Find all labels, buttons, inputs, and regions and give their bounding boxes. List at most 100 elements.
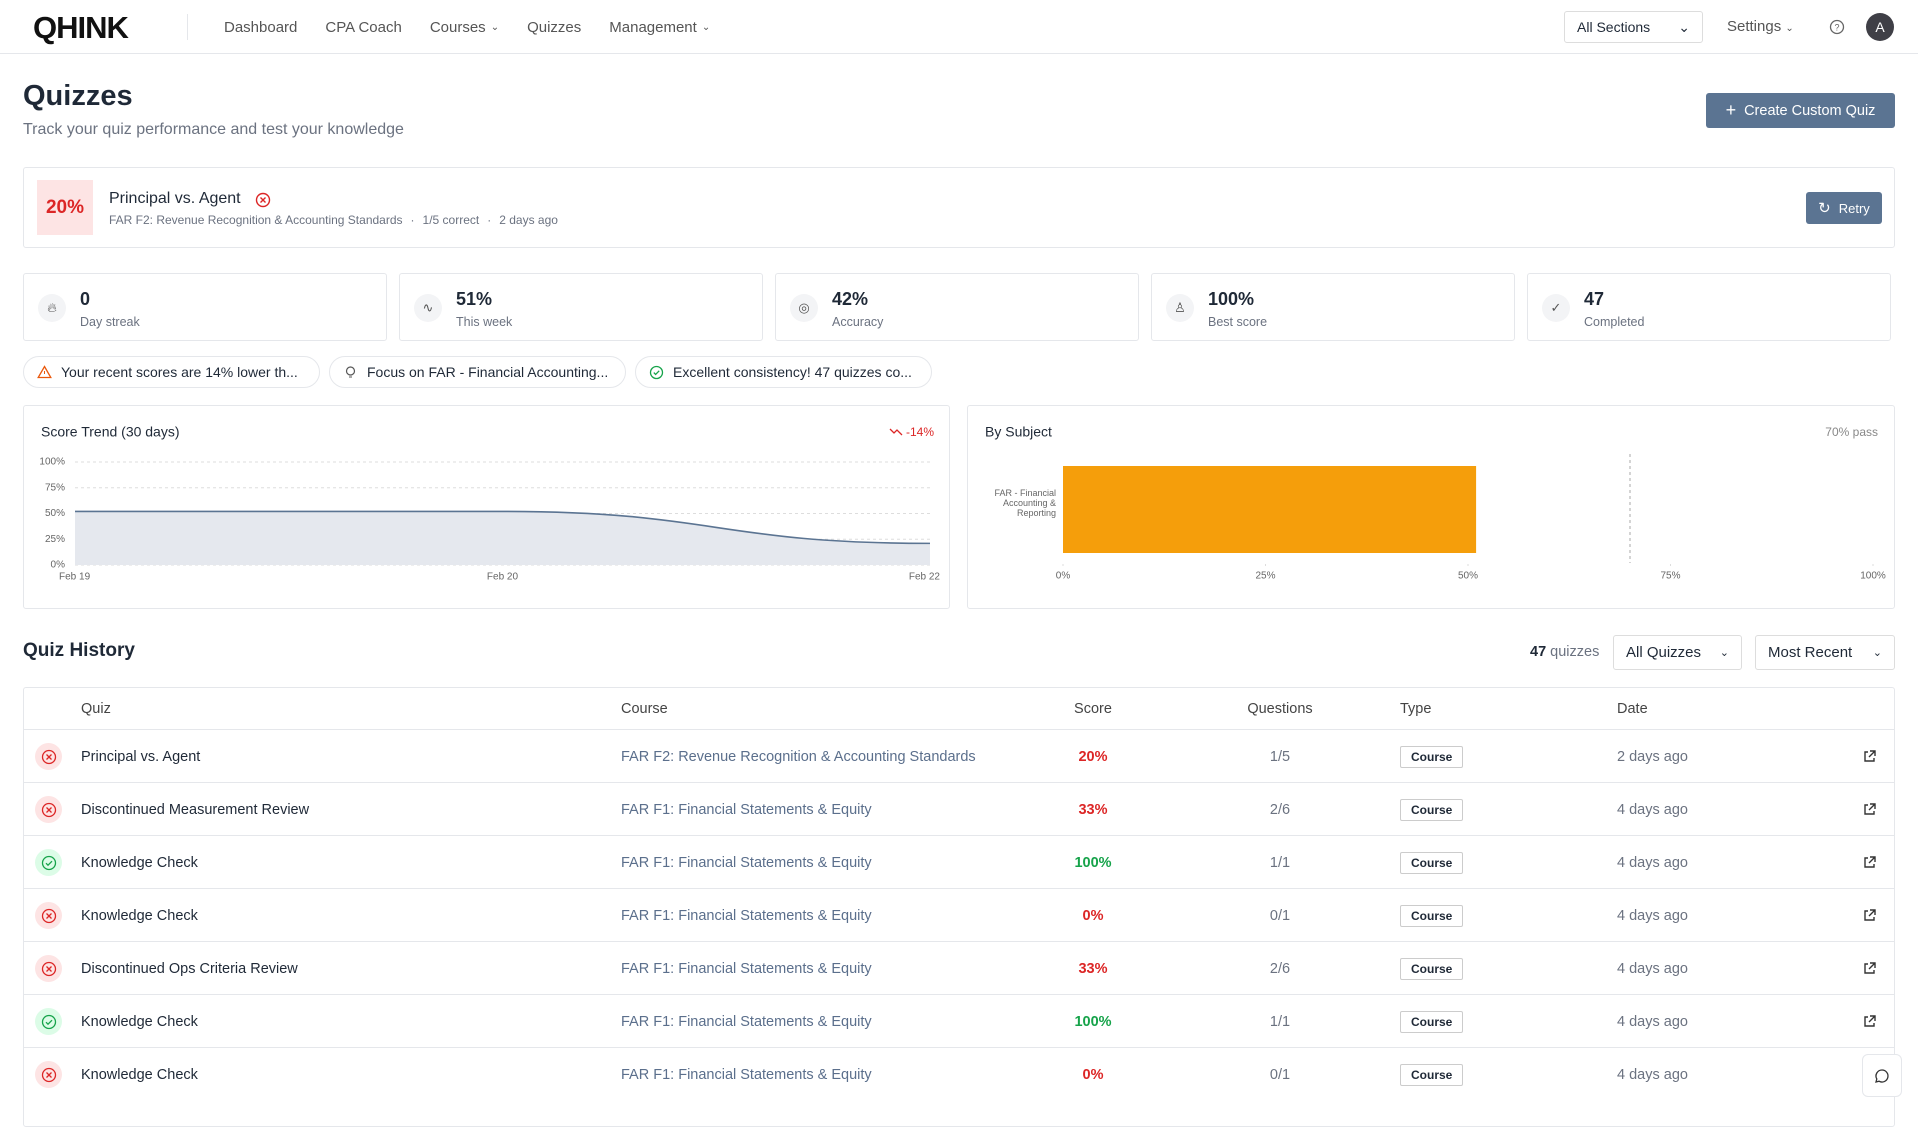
stat-icon: ∿ <box>414 294 442 322</box>
x-tick-label: 50% <box>1458 571 1478 582</box>
insight-pill[interactable]: Focus on FAR - Financial Accounting... <box>329 356 626 388</box>
type-badge: Course <box>1400 798 1464 821</box>
date: 4 days ago <box>1617 907 1688 924</box>
nav-link[interactable]: Courses ⌄ <box>430 19 499 36</box>
create-quiz-button[interactable]: + Create Custom Quiz <box>1706 93 1895 128</box>
type-cell: Course <box>1400 1048 1464 1101</box>
quiz-name: Knowledge Check <box>81 1013 198 1030</box>
nav-link-label: Courses <box>429 18 486 36</box>
course-link[interactable]: FAR F1: Financial Statements & Equity <box>621 801 872 818</box>
open-icon[interactable] <box>1862 942 1877 995</box>
stat-label: Best score <box>1208 315 1268 329</box>
filter-select[interactable]: All Quizzes ⌄ <box>1613 635 1742 670</box>
stat-value: 0 <box>80 289 91 309</box>
questions: 2/6 <box>1269 960 1291 977</box>
stat-value: 51% <box>456 289 493 309</box>
date: 2 days ago <box>1617 748 1688 765</box>
course-link[interactable]: FAR F1: Financial Statements & Equity <box>621 960 872 977</box>
trend-down-icon <box>889 428 903 436</box>
open-icon[interactable] <box>1862 995 1877 1048</box>
type-cell: Course <box>1400 836 1464 889</box>
open-icon[interactable] <box>1862 889 1877 942</box>
table-row[interactable]: Principal vs. Agent FAR F2: Revenue Recog… <box>24 729 1894 783</box>
chevron: ⌄ <box>1678 18 1690 35</box>
nav-link[interactable]: Dashboard <box>224 19 297 36</box>
table-row[interactable]: Discontinued Ops Criteria Review FAR F1: … <box>24 941 1894 995</box>
help-icon[interactable]: ? <box>1829 19 1845 35</box>
latest-title: Principal vs. Agent <box>109 190 241 207</box>
open-icon[interactable] <box>1862 836 1877 889</box>
history-title: Quiz History <box>23 640 135 661</box>
course-link[interactable]: FAR F1: Financial Statements & Equity <box>621 1013 872 1030</box>
settings-menu[interactable]: Settings ⌄ <box>1727 18 1794 35</box>
score: 20% <box>1078 748 1108 765</box>
latest-quiz-card: 20% Principal vs. Agent FAR F2: Revenue … <box>23 167 1895 248</box>
y-tick-label: 100% <box>39 457 65 468</box>
nav-link-label: CPA Coach <box>325 18 402 36</box>
quiz-name: Principal vs. Agent <box>81 748 201 765</box>
table-row[interactable]: Discontinued Measurement Review FAR F1: F… <box>24 782 1894 836</box>
nav-link[interactable]: Management ⌄ <box>609 19 710 36</box>
score: 33% <box>1078 801 1108 818</box>
retry-button[interactable]: ↻ Retry <box>1806 192 1882 224</box>
date: 4 days ago <box>1617 1066 1688 1083</box>
logo[interactable]: QHINK <box>33 10 129 45</box>
course-link[interactable]: FAR F2: Revenue Recognition & Accounting… <box>621 748 976 765</box>
status-icon <box>35 955 62 982</box>
date: 4 days ago <box>1617 854 1688 871</box>
history-count: 47 quizzes <box>1530 644 1599 660</box>
table-row[interactable]: Knowledge Check FAR F1: Financial Stateme… <box>24 994 1894 1048</box>
open-icon[interactable] <box>1862 783 1877 836</box>
stat-card: ◎ 42% Accuracy <box>775 273 1139 341</box>
nav-link-label: Quizzes <box>527 18 582 36</box>
sort-select[interactable]: Most Recent ⌄ <box>1755 635 1895 670</box>
stat-value: 47 <box>1584 289 1605 309</box>
chart: By Subject 70% pass 0% 25% 50% 75% 100% <box>985 424 1886 582</box>
table-row[interactable]: Knowledge Check FAR F1: Financial Stateme… <box>24 888 1894 942</box>
insight-pill[interactable]: Your recent scores are 14% lower th... <box>23 356 320 388</box>
insight-text: Focus on FAR - Financial Accounting... <box>367 364 609 380</box>
page-title: Quizzes <box>23 80 133 112</box>
stat-label: Accuracy <box>832 315 884 329</box>
count-unit: quizzes <box>1550 644 1600 660</box>
date: 4 days ago <box>1617 801 1688 818</box>
quiz-name: Discontinued Measurement Review <box>81 801 310 818</box>
open-icon[interactable] <box>1862 730 1877 783</box>
table-row[interactable]: Knowledge Check FAR F1: Financial Stateme… <box>24 835 1894 889</box>
sort-label: Most Recent <box>1768 644 1853 661</box>
questions: 0/1 <box>1269 1066 1291 1083</box>
nav-link[interactable]: CPA Coach <box>325 19 401 36</box>
chart: Score Trend (30 days) -14% 0% 25% 50% 75% 100%… <box>39 424 940 583</box>
quiz-name: Knowledge Check <box>81 907 198 924</box>
course-link[interactable]: FAR F1: Financial Statements & Equity <box>621 907 872 924</box>
score: 33% <box>1078 960 1108 977</box>
table-header: Quiz Course Score Questions Type Date <box>24 688 1894 729</box>
line <box>74 510 931 545</box>
type-cell: Course <box>1400 995 1464 1048</box>
stat-card: ✓ 47 Completed <box>1527 273 1891 341</box>
insight-text: Your recent scores are 14% lower th... <box>61 364 298 380</box>
latest-correct: 1/5 correct <box>422 213 480 227</box>
section-select[interactable]: All Sections ⌄ <box>1564 11 1703 43</box>
avatar[interactable]: A <box>1866 13 1894 41</box>
column-header: Questions <box>1247 701 1313 717</box>
nav-links: Dashboard CPA Coach Courses ⌄ Quizzes Managem… <box>224 0 710 54</box>
type-badge: Course <box>1400 851 1464 874</box>
fail-icon <box>255 192 271 208</box>
x-tick-label: 75% <box>1660 571 1680 582</box>
course-link[interactable]: FAR F1: Financial Statements & Equity <box>621 854 872 871</box>
course-link[interactable]: FAR F1: Financial Statements & Equity <box>621 1066 872 1083</box>
type-badge: Course <box>1400 957 1464 980</box>
create-quiz-label: Create Custom Quiz <box>1744 102 1876 119</box>
stat-value: 100% <box>1208 289 1255 309</box>
chat-button[interactable] <box>1862 1054 1902 1097</box>
nav-link[interactable]: Quizzes <box>527 19 581 36</box>
chat-icon <box>1875 1068 1889 1083</box>
insight-pill[interactable]: Excellent consistency! 47 quizzes co... <box>635 356 932 388</box>
table-row[interactable]: Knowledge Check FAR F1: Financial Stateme… <box>24 1047 1894 1101</box>
chevron: ⌄ <box>490 21 500 33</box>
retry-label: Retry <box>1838 200 1870 216</box>
status-icon <box>35 743 62 770</box>
score: 0% <box>1082 1066 1104 1083</box>
